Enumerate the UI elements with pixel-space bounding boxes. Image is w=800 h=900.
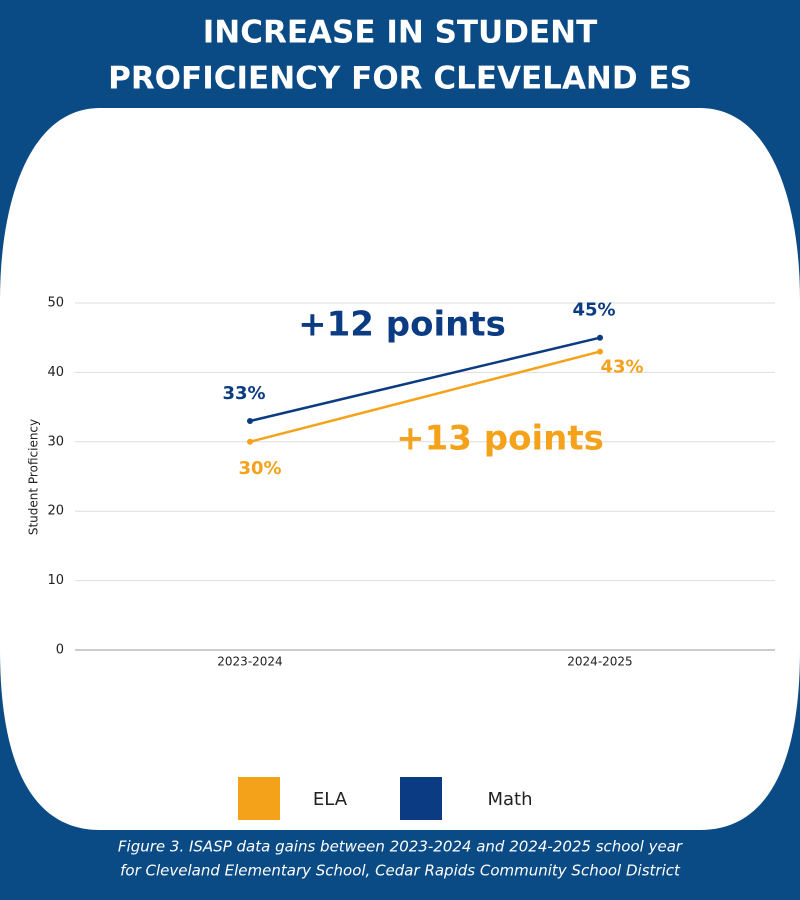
y-tick-label: 20 — [47, 504, 64, 519]
y-tick-label: 0 — [56, 643, 64, 658]
annotation: +12 points — [298, 305, 506, 345]
value-label: 43% — [600, 357, 643, 378]
series-line — [249, 336, 601, 423]
point — [247, 438, 253, 445]
x-tick-label: 2023-2024 — [217, 655, 282, 669]
y-axis-label: Student Proficiency — [27, 419, 41, 535]
y-tick-label: 50 — [47, 296, 64, 311]
caption: Figure 3. ISASP data gains between 2023-… — [118, 838, 683, 856]
x-tick-label: 2024-2025 — [567, 655, 632, 669]
legend-label: ELA — [313, 789, 348, 810]
value-label: 30% — [238, 458, 281, 479]
caption: for Cleveland Elementary School, Cedar R… — [120, 862, 681, 880]
point — [597, 334, 603, 341]
value-label: 45% — [572, 300, 615, 321]
value-label: 33% — [222, 383, 265, 404]
chart-title: PROFICIENCY FOR CLEVELAND ES — [108, 61, 692, 97]
series-line — [249, 350, 601, 444]
annotation: +13 points — [396, 419, 604, 459]
y-tick-label: 10 — [47, 573, 64, 588]
chart-title: INCREASE IN STUDENT — [203, 15, 597, 51]
legend-swatch — [400, 777, 442, 820]
legend-swatch — [238, 777, 280, 820]
y-tick-label: 30 — [47, 434, 64, 449]
panel — [0, 108, 800, 830]
point — [247, 417, 253, 424]
point — [597, 348, 603, 355]
y-tick-label: 40 — [47, 365, 64, 380]
legend-label: Math — [487, 789, 532, 810]
